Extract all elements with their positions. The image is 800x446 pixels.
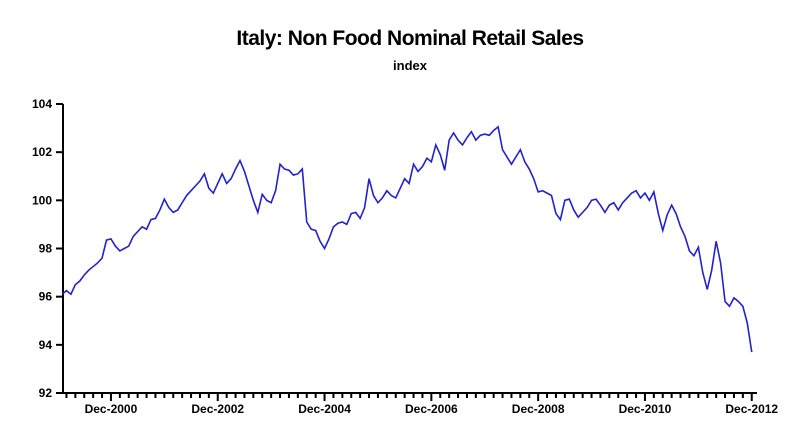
y-axis-tick-label: 104 (32, 97, 52, 111)
x-axis-tick-label: Dec-2000 (85, 402, 138, 416)
chart-title: Italy: Non Food Nominal Retail Sales (236, 27, 584, 50)
y-axis-tick-label: 96 (39, 290, 53, 304)
x-axis-tick-label: Dec-2006 (405, 402, 458, 416)
y-axis-tick-label: 98 (39, 242, 53, 256)
x-axis-tick-label: Dec-2012 (725, 402, 778, 416)
chart-subtitle: index (393, 58, 427, 73)
y-axis-tick-label: 100 (32, 193, 52, 207)
x-axis-tick-label: Dec-2008 (512, 402, 565, 416)
axes (62, 104, 757, 394)
y-axis-tick-label: 92 (39, 386, 53, 400)
x-axis-tick-label: Dec-2002 (191, 402, 244, 416)
y-axis-tick-label: 94 (39, 338, 53, 352)
retail-sales-line (61, 125, 753, 353)
x-axis-tick-label: Dec-2010 (619, 402, 672, 416)
y-axis-tick-label: 102 (32, 145, 52, 159)
x-axis-tick-label: Dec-2004 (298, 402, 351, 416)
